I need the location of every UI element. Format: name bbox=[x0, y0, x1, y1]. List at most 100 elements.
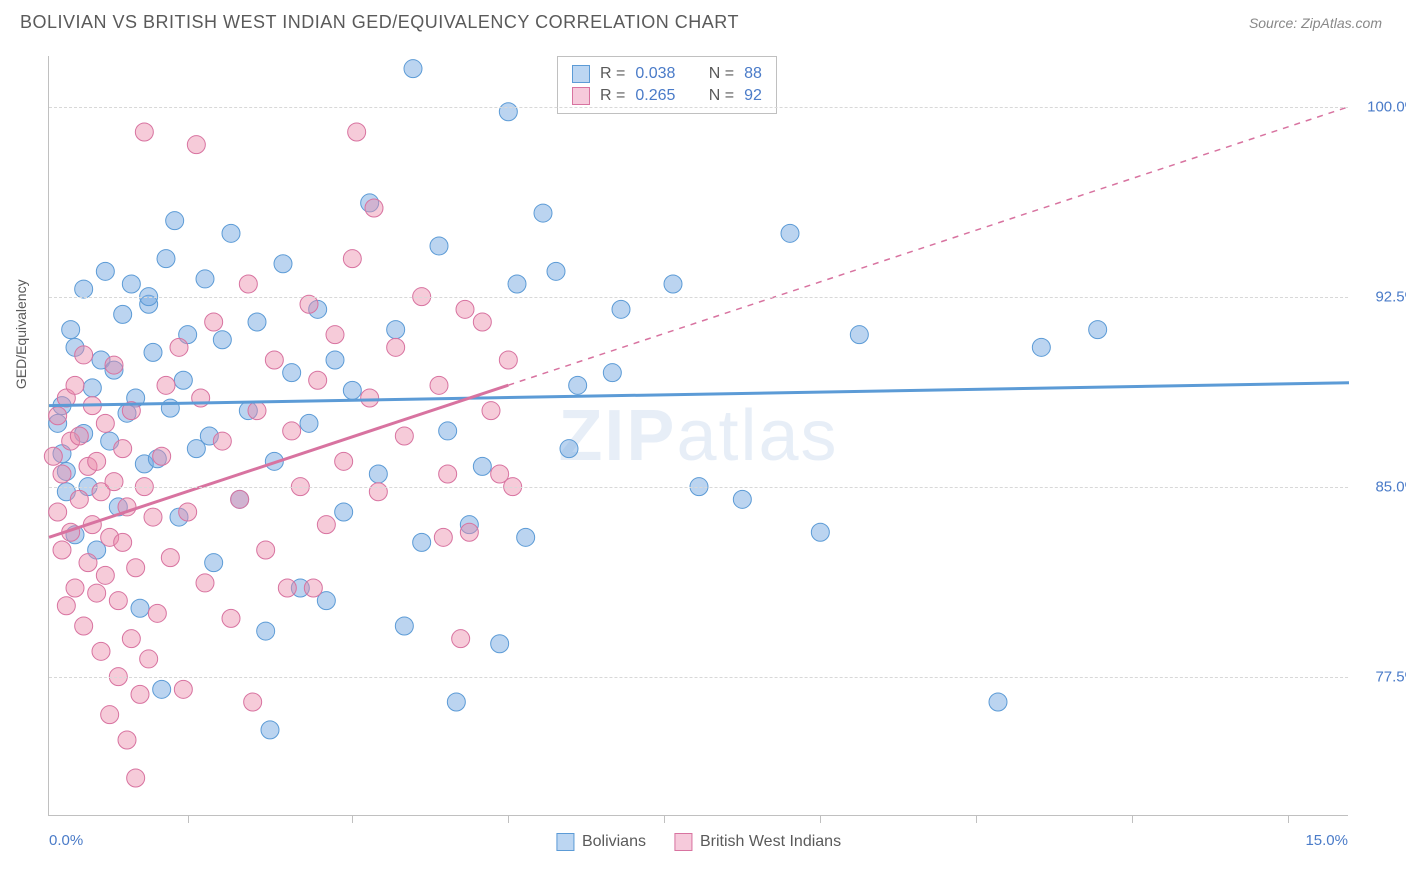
data-point bbox=[88, 452, 106, 470]
data-point bbox=[499, 103, 517, 121]
data-point bbox=[989, 693, 1007, 711]
data-point bbox=[49, 407, 67, 425]
data-point bbox=[850, 326, 868, 344]
gridline bbox=[49, 297, 1348, 298]
source-label: Source: ZipAtlas.com bbox=[1249, 15, 1382, 31]
y-tick-label: 92.5% bbox=[1375, 288, 1406, 305]
data-point bbox=[131, 685, 149, 703]
x-tick bbox=[188, 815, 189, 823]
data-point bbox=[114, 533, 132, 551]
x-axis-min-label: 0.0% bbox=[49, 832, 83, 849]
data-point bbox=[439, 465, 457, 483]
data-point bbox=[213, 432, 231, 450]
data-point bbox=[274, 255, 292, 273]
data-point bbox=[387, 338, 405, 356]
data-point bbox=[326, 326, 344, 344]
data-point bbox=[196, 270, 214, 288]
data-point bbox=[248, 313, 266, 331]
legend-swatch bbox=[674, 833, 692, 851]
data-point bbox=[335, 503, 353, 521]
data-point bbox=[161, 399, 179, 417]
legend-swatch bbox=[572, 65, 590, 83]
x-tick bbox=[508, 815, 509, 823]
data-point bbox=[1089, 321, 1107, 339]
data-point bbox=[612, 300, 630, 318]
data-point bbox=[300, 295, 318, 313]
legend-swatch bbox=[556, 833, 574, 851]
data-point bbox=[101, 706, 119, 724]
legend-item: British West Indians bbox=[674, 833, 841, 851]
data-point bbox=[222, 224, 240, 242]
data-point bbox=[66, 579, 84, 597]
data-point bbox=[430, 237, 448, 255]
data-point bbox=[140, 650, 158, 668]
data-point bbox=[603, 364, 621, 382]
data-point bbox=[304, 579, 322, 597]
data-point bbox=[179, 503, 197, 521]
data-point bbox=[222, 609, 240, 627]
stat-r-value: 0.265 bbox=[635, 87, 675, 105]
data-point bbox=[114, 305, 132, 323]
data-point bbox=[92, 642, 110, 660]
data-point bbox=[1032, 338, 1050, 356]
data-point bbox=[278, 579, 296, 597]
data-point bbox=[75, 617, 93, 635]
data-point bbox=[148, 604, 166, 622]
data-point bbox=[174, 680, 192, 698]
data-point bbox=[452, 630, 470, 648]
data-point bbox=[53, 465, 71, 483]
stat-r-label: R = bbox=[600, 65, 625, 83]
data-point bbox=[664, 275, 682, 293]
data-point bbox=[161, 549, 179, 567]
data-point bbox=[153, 680, 171, 698]
data-point bbox=[369, 483, 387, 501]
data-point bbox=[473, 313, 491, 331]
stat-r-value: 0.038 bbox=[635, 65, 675, 83]
chart-title: BOLIVIAN VS BRITISH WEST INDIAN GED/EQUI… bbox=[20, 12, 739, 33]
stat-n-value: 88 bbox=[744, 65, 762, 83]
stat-n-value: 92 bbox=[744, 87, 762, 105]
data-point bbox=[343, 381, 361, 399]
data-point bbox=[75, 346, 93, 364]
legend-item: Bolivians bbox=[556, 833, 646, 851]
data-point bbox=[482, 402, 500, 420]
series-legend: Bolivians British West Indians bbox=[556, 833, 841, 851]
stats-row: R = 0.038 N = 88 bbox=[572, 63, 762, 85]
data-point bbox=[343, 250, 361, 268]
gridline bbox=[49, 677, 1348, 678]
data-point bbox=[434, 528, 452, 546]
x-tick bbox=[664, 815, 665, 823]
data-point bbox=[57, 597, 75, 615]
data-point bbox=[66, 376, 84, 394]
data-point bbox=[283, 422, 301, 440]
data-point bbox=[395, 617, 413, 635]
data-point bbox=[491, 635, 509, 653]
data-point bbox=[733, 490, 751, 508]
legend-label: Bolivians bbox=[582, 833, 646, 851]
data-point bbox=[114, 440, 132, 458]
trend-line-extrapolated bbox=[508, 107, 1349, 385]
data-point bbox=[439, 422, 457, 440]
chart-header: BOLIVIAN VS BRITISH WEST INDIAN GED/EQUI… bbox=[0, 0, 1406, 41]
stats-row: R = 0.265 N = 92 bbox=[572, 85, 762, 107]
data-point bbox=[105, 356, 123, 374]
data-point bbox=[62, 321, 80, 339]
x-tick bbox=[1288, 815, 1289, 823]
data-point bbox=[157, 376, 175, 394]
data-point bbox=[135, 123, 153, 141]
data-point bbox=[569, 376, 587, 394]
data-point bbox=[508, 275, 526, 293]
data-point bbox=[560, 440, 578, 458]
data-point bbox=[473, 457, 491, 475]
gridline bbox=[49, 487, 1348, 488]
x-tick bbox=[820, 815, 821, 823]
legend-label: British West Indians bbox=[700, 833, 841, 851]
data-point bbox=[187, 136, 205, 154]
data-point bbox=[499, 351, 517, 369]
data-point bbox=[265, 351, 283, 369]
data-point bbox=[127, 769, 145, 787]
data-point bbox=[300, 414, 318, 432]
data-point bbox=[131, 599, 149, 617]
data-point bbox=[144, 508, 162, 526]
x-tick bbox=[352, 815, 353, 823]
